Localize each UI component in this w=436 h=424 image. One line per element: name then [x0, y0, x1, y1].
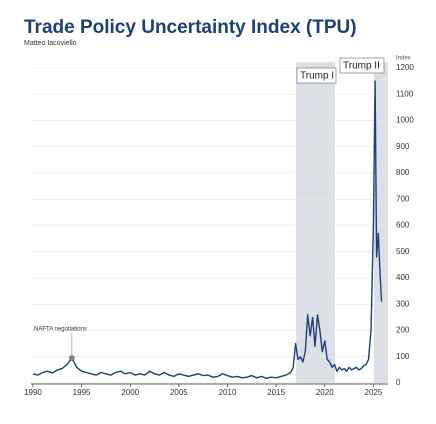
annotation-text: NAFTA negotiations: [34, 327, 87, 333]
y-tick-label: 0: [396, 378, 401, 387]
y-tick-label: 100: [396, 352, 410, 361]
y-tick-label: 800: [396, 168, 410, 177]
shaded-period: [296, 62, 335, 383]
x-tick-label: 2005: [170, 388, 188, 397]
chart-title: Trade Policy Uncertainty Index (TPU): [24, 17, 357, 38]
x-tick-label: 1990: [24, 388, 42, 397]
y-tick-label: 500: [396, 247, 410, 256]
x-tick-label: 2025: [365, 388, 383, 397]
y-tick-label: 900: [396, 142, 410, 151]
chart-subtitle: Matteo Iacoviello: [24, 40, 77, 47]
y-tick-label: 1100: [396, 89, 414, 98]
y-tick-label: 200: [396, 326, 410, 335]
y-tick-label: 1000: [396, 116, 414, 125]
x-tick-label: 2000: [121, 388, 139, 397]
x-tick-label: 1995: [73, 388, 91, 397]
y-axis-label: Index: [396, 56, 411, 62]
y-tick-label: 1200: [396, 63, 414, 72]
period-label-box: [339, 57, 385, 74]
y-tick-label: 400: [396, 273, 410, 282]
period-label: Trump II: [343, 61, 380, 72]
y-tick-label: 700: [396, 194, 410, 203]
y-tick-label: 600: [396, 221, 410, 230]
x-tick-label: 2020: [316, 388, 334, 397]
annotation-point: [69, 355, 75, 361]
x-tick-label: 2010: [219, 388, 237, 397]
shaded-period: [373, 62, 388, 383]
y-tick-label: 300: [396, 299, 410, 308]
period-label-box: [296, 67, 337, 84]
period-label: Trump I: [300, 71, 334, 82]
x-tick-label: 2015: [267, 388, 285, 397]
data-line: [32, 80, 383, 379]
